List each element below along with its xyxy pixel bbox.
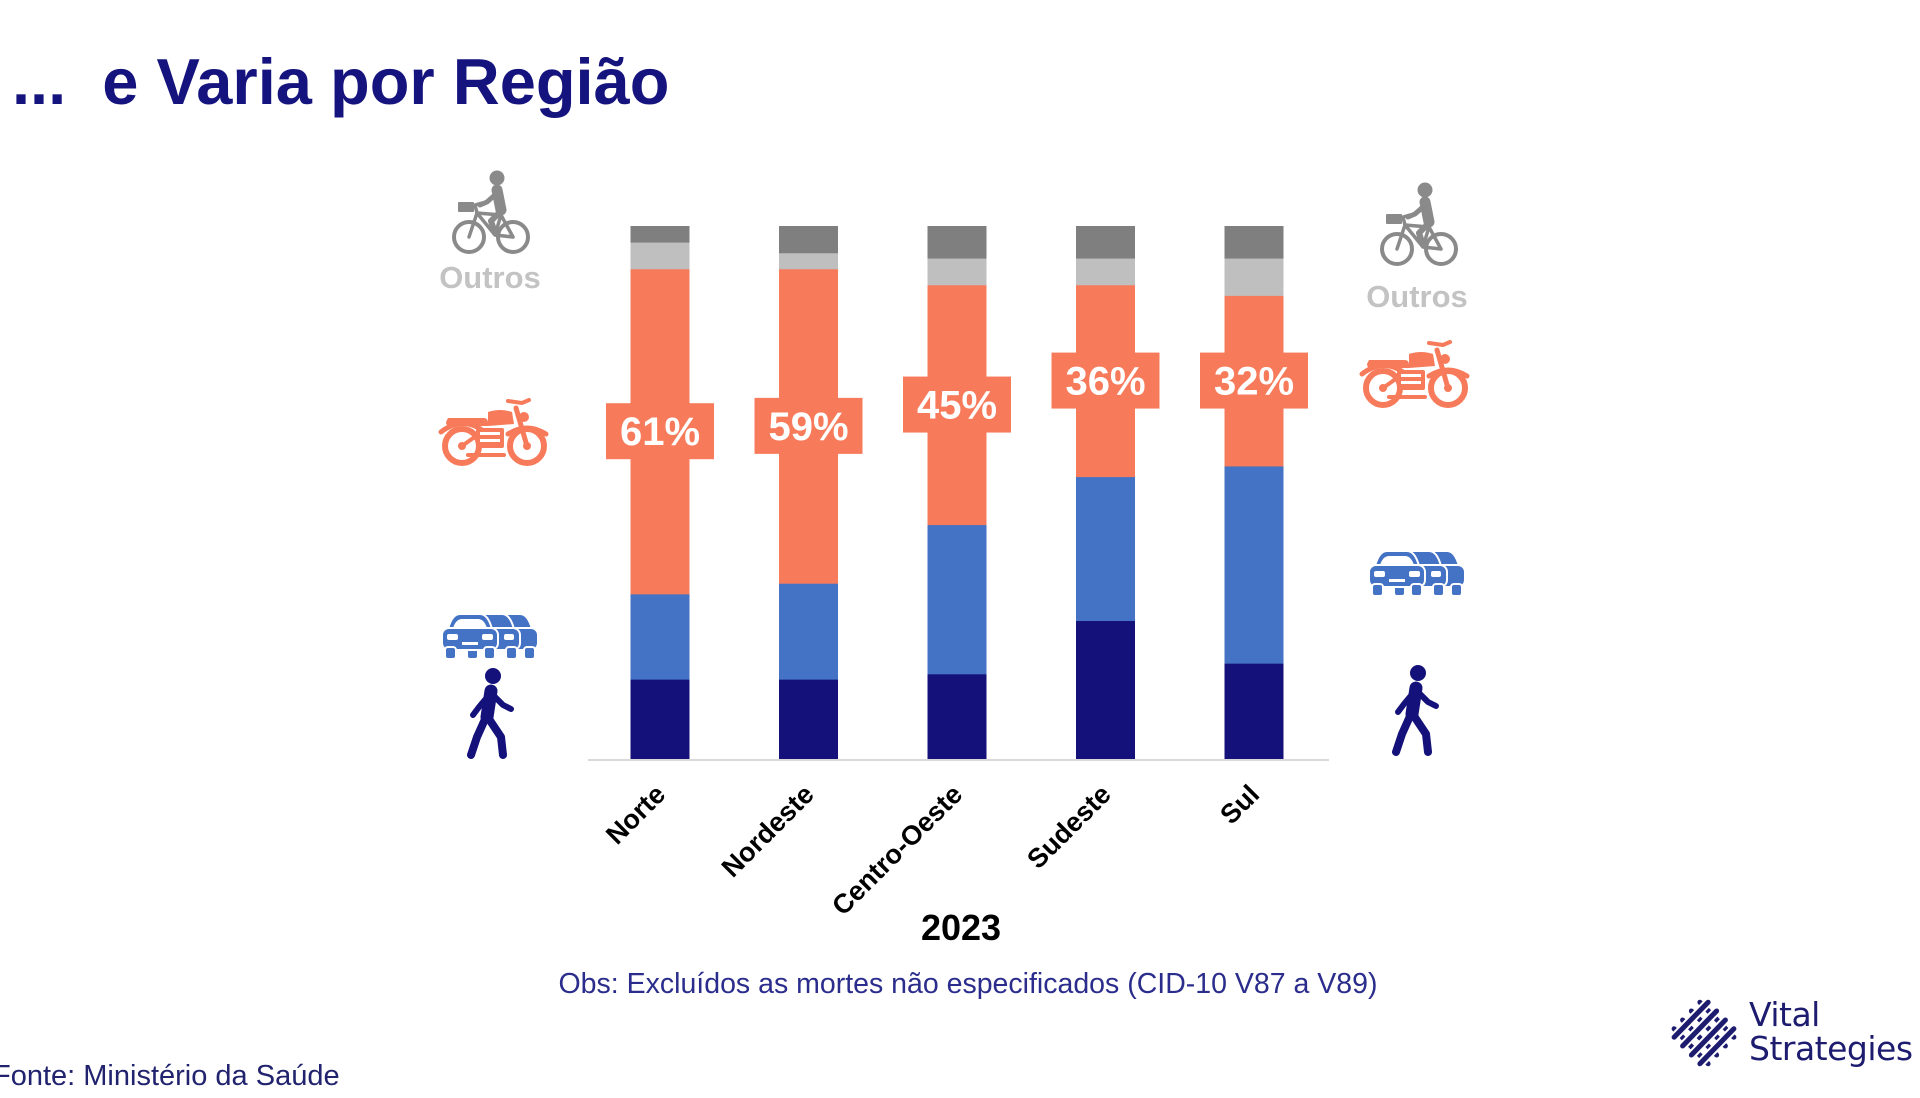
- bar-segment-nordeste-pedestrian: [779, 679, 838, 759]
- bar-segment-sul-bicycle: [1224, 226, 1284, 259]
- category-label-sul: Sul: [1214, 779, 1265, 830]
- bicycle-icon: [451, 169, 531, 255]
- pedestrian-icon: [1388, 664, 1444, 756]
- bar-segment-norte-outros: [630, 241, 690, 270]
- data-label-value: 45%: [917, 384, 997, 428]
- bar-segment-norte-bicycle: [630, 226, 690, 243]
- car-icon: [1365, 546, 1469, 598]
- bar-segment-centro-oeste-outros: [927, 257, 987, 286]
- page-title: ... e Varia por Região: [12, 45, 670, 118]
- motorcycle-icon: [438, 396, 551, 469]
- bar-segment-norte-car: [630, 593, 690, 680]
- logo-wordmark-line2: Strategies: [1749, 1029, 1913, 1068]
- data-label-value: 61%: [620, 410, 700, 454]
- woven-lattice-logo-icon: [1668, 996, 1740, 1070]
- bar-segment-sudeste-bicycle: [1076, 226, 1135, 259]
- data-label-box: [606, 403, 714, 460]
- data-label-box: [903, 376, 1011, 433]
- data-label-centro-oeste: 45%: [903, 376, 1011, 433]
- data-label-sudeste: 36%: [1051, 352, 1160, 409]
- data-label-box: [754, 397, 863, 454]
- pedestrian-icon: [463, 667, 519, 759]
- motorcycle-icon: [1359, 338, 1472, 411]
- bar-segment-centro-oeste-car: [927, 524, 987, 675]
- data-label-norte: 61%: [606, 403, 714, 460]
- category-labels-layer: Norte Nordeste Centro-Oeste Sudeste Sul: [600, 779, 1265, 921]
- bar-segment-norte-pedestrian: [630, 679, 690, 759]
- data-label-value: 32%: [1214, 360, 1294, 404]
- legend-outros-label: Outros: [1366, 279, 1468, 314]
- category-label-norte: Norte: [600, 779, 671, 850]
- bicycle-icon: [1379, 181, 1459, 267]
- category-label-nordeste: Nordeste: [716, 779, 820, 883]
- bar-segment-sudeste-outros: [1076, 257, 1135, 286]
- data-label-sul: 32%: [1200, 352, 1308, 409]
- bar-segment-sul-outros: [1224, 257, 1284, 296]
- bar-segment-sudeste-pedestrian: [1076, 620, 1135, 759]
- data-label-value: 36%: [1065, 360, 1145, 404]
- data-label-box: [1200, 352, 1308, 409]
- logo-wordmark-line1: Vital: [1749, 995, 1820, 1034]
- bar-segment-nordeste-car: [779, 583, 838, 680]
- data-label-box: [1051, 352, 1160, 409]
- data-label-value: 59%: [768, 405, 848, 449]
- legend-outros-label: Outros: [439, 260, 541, 295]
- source-citation: Fonte: Ministério da Saúde: [0, 1060, 340, 1092]
- bar-segment-centro-oeste-bicycle: [927, 226, 987, 259]
- data-labels-layer: 61% 59% 45% 36% 32%: [606, 352, 1308, 460]
- bar-segment-sudeste-car: [1076, 476, 1135, 622]
- car-icon: [438, 609, 542, 661]
- bars-layer: [630, 226, 1284, 759]
- bar-segment-sul-pedestrian: [1224, 663, 1284, 759]
- data-label-nordeste: 59%: [754, 397, 863, 454]
- category-label-sudeste: Sudeste: [1021, 779, 1116, 874]
- bar-segment-sul-car: [1224, 465, 1284, 664]
- category-label-centro-oeste: Centro-Oeste: [826, 779, 968, 921]
- footnote-obs: Obs: Excluídos as mortes não especificad…: [558, 968, 1378, 1000]
- x-axis-title: 2023: [920, 907, 1002, 948]
- bar-segment-nordeste-outros: [779, 252, 838, 270]
- bar-segment-nordeste-bicycle: [779, 226, 838, 254]
- bar-segment-centro-oeste-pedestrian: [927, 673, 987, 759]
